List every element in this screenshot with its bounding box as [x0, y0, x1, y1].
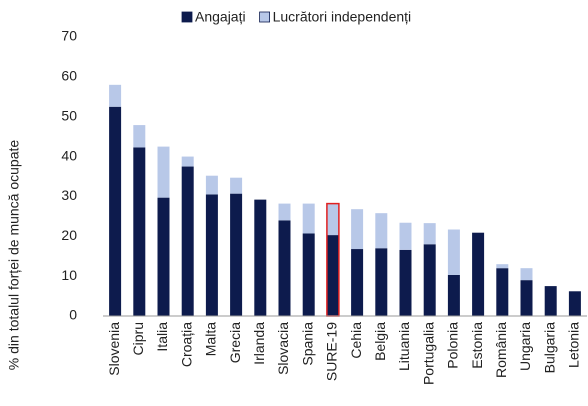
bar-segment [278, 220, 291, 316]
bar-segment [230, 177, 243, 194]
bar-segment [157, 197, 170, 316]
x-tick-label: Lituania [396, 322, 412, 371]
x-tick-label: Letonia [566, 322, 582, 368]
bar-segment [205, 194, 218, 316]
bar-segment [326, 235, 339, 316]
legend-label: Lucrători independenți [273, 9, 412, 25]
y-tick-label: 70 [61, 28, 77, 44]
x-tick-label: Slovenia [106, 322, 122, 376]
bar-segment [496, 264, 509, 269]
x-tick-label: Estonia [469, 322, 485, 369]
bar-segment [181, 156, 194, 167]
legend-swatch [259, 11, 270, 23]
x-tick-label: Croația [178, 322, 194, 367]
y-axis-label: % din totalul forței de muncă ocupate [6, 140, 22, 371]
x-tick-label: Irlanda [251, 322, 267, 365]
y-tick-label: 60 [61, 68, 77, 84]
x-tick-label: Belgia [372, 322, 388, 361]
bar-segment [302, 233, 315, 316]
bar-segment [544, 286, 557, 316]
bar-segment [326, 203, 339, 236]
bar-segment [302, 203, 315, 234]
bar-segment [230, 193, 243, 316]
x-tick-label: SURE-19 [324, 322, 340, 381]
bar-segment [399, 249, 412, 316]
bar-segment [205, 175, 218, 195]
y-tick-label: 50 [61, 107, 77, 123]
bar-segment [157, 146, 170, 198]
bar-segment [447, 229, 460, 275]
bar-segment [447, 274, 460, 316]
bar-segment [423, 223, 436, 245]
bar-segment [181, 166, 194, 316]
bar-segment [133, 125, 146, 148]
y-tick-label: 30 [61, 187, 77, 203]
bar-segment [423, 244, 436, 316]
bar-segment [133, 147, 146, 316]
bar-segment [351, 209, 364, 250]
bar-segment [109, 106, 122, 316]
x-tick-label: Bulgaria [541, 322, 557, 374]
bar-segment [496, 268, 509, 316]
x-tick-label: Ungaria [517, 322, 533, 371]
bar-segment [568, 291, 581, 316]
legend-label: Angajați [195, 9, 246, 25]
bar-segment [351, 249, 364, 316]
y-tick-label: 20 [61, 227, 77, 243]
bar-segment [520, 268, 533, 281]
x-tick-label: Portugalia [420, 322, 436, 385]
y-tick-label: 40 [61, 147, 77, 163]
y-tick-label: 0 [69, 307, 77, 323]
x-tick-label: Italia [154, 322, 170, 352]
bar-segment [109, 84, 122, 107]
x-tick-label: Spania [299, 322, 315, 366]
x-tick-label: Slovacia [275, 322, 291, 375]
x-tick-label: Grecia [227, 322, 243, 363]
bar-segment [520, 280, 533, 316]
bar-segment [375, 248, 388, 316]
x-tick-label: Cipru [130, 322, 146, 355]
bar-segment [278, 203, 291, 221]
legend-swatch [181, 11, 193, 23]
bar-segment [399, 222, 412, 250]
bar-segment [472, 232, 485, 316]
x-tick-label: România [493, 322, 509, 378]
x-tick-label: Cehia [348, 322, 364, 359]
x-tick-label: Malta [203, 322, 219, 356]
bar-segment [254, 199, 267, 316]
x-tick-label: Polonia [445, 322, 461, 369]
y-tick-label: 10 [61, 267, 77, 283]
bar-segment [375, 213, 388, 249]
